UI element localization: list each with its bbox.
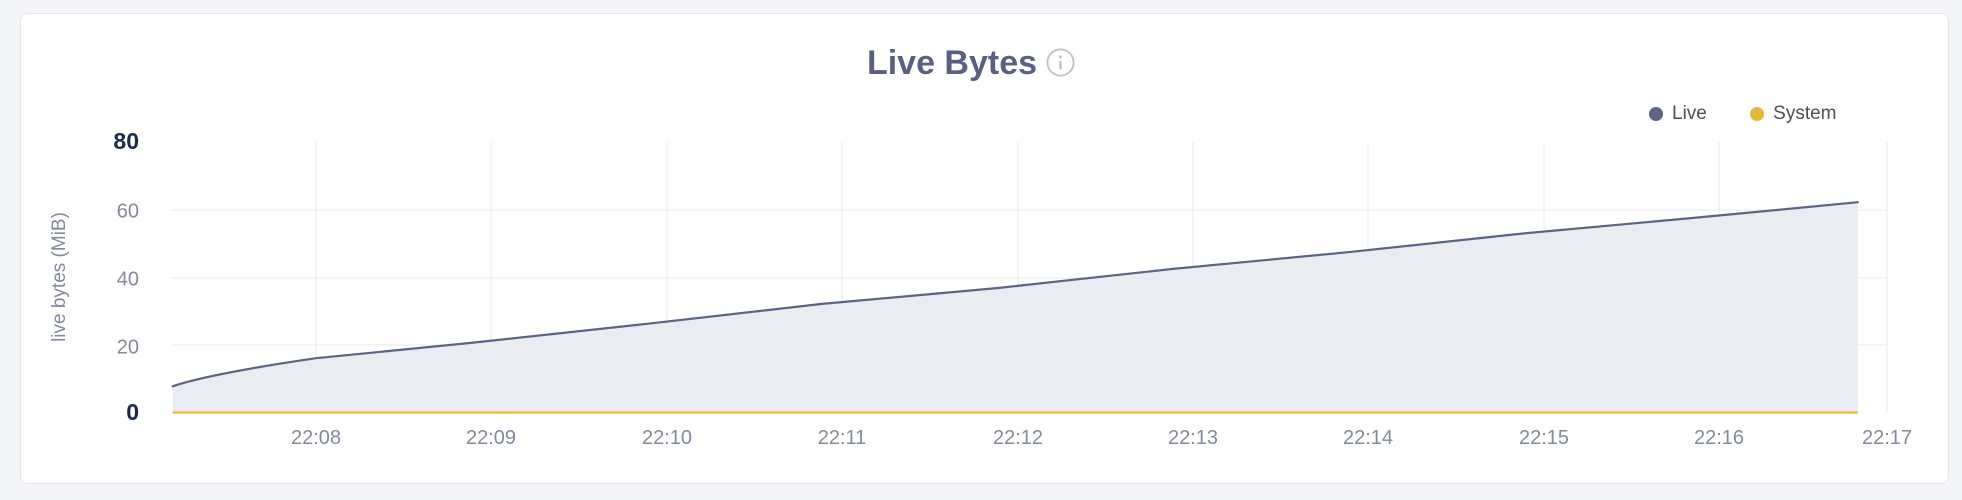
svg-text:40: 40 (117, 269, 139, 291)
svg-text:22:11: 22:11 (818, 427, 867, 449)
svg-text:22:17: 22:17 (1862, 427, 1912, 449)
svg-text:22:14: 22:14 (1343, 427, 1393, 449)
svg-text:80: 80 (113, 128, 139, 154)
svg-text:22:09: 22:09 (466, 427, 516, 449)
svg-text:60: 60 (117, 201, 139, 223)
svg-text:22:10: 22:10 (642, 427, 692, 449)
svg-text:0: 0 (126, 399, 139, 425)
svg-text:live bytes (MiB): live bytes (MiB) (49, 212, 70, 342)
svg-text:22:08: 22:08 (291, 427, 341, 449)
svg-text:22:16: 22:16 (1694, 427, 1744, 449)
svg-text:22:13: 22:13 (1168, 427, 1218, 449)
svg-text:22:12: 22:12 (993, 427, 1043, 449)
svg-text:20: 20 (117, 337, 139, 359)
svg-text:22:15: 22:15 (1519, 427, 1569, 449)
